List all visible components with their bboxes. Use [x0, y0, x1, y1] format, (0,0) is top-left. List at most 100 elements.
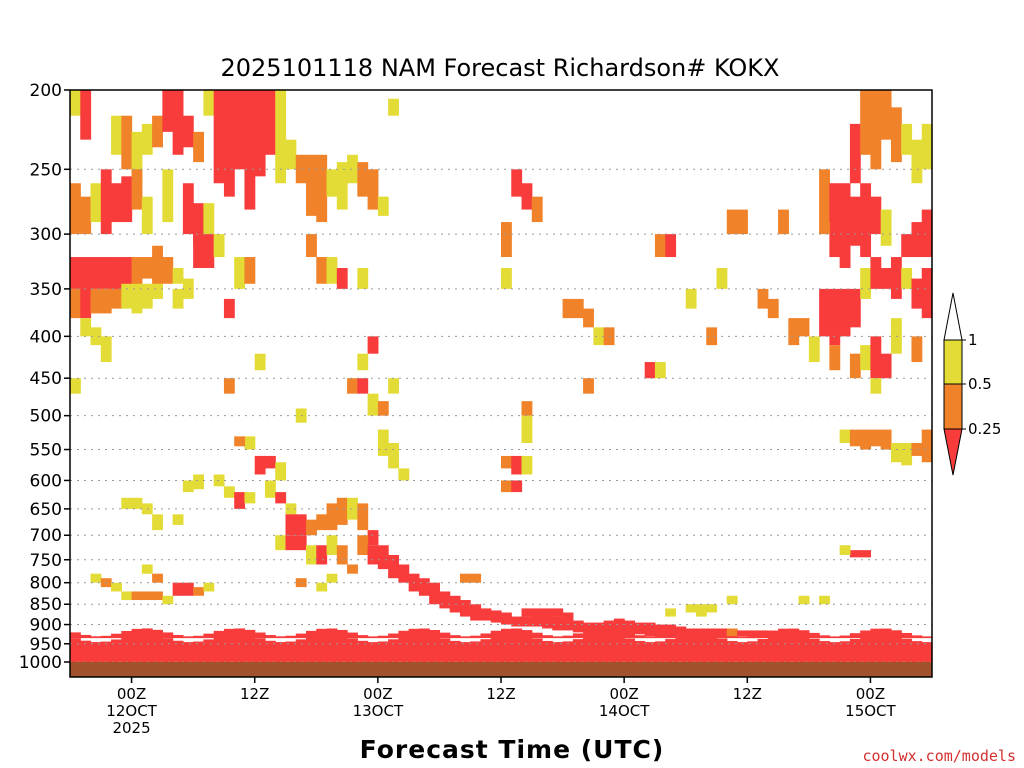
heatmap-cell [531, 632, 543, 639]
heatmap-cell [347, 564, 358, 574]
legend-label: 1 [968, 331, 978, 349]
heatmap-cell [685, 604, 697, 613]
heatmap-cell [890, 636, 902, 662]
heatmap-cell [531, 608, 543, 617]
heatmap-cell [511, 628, 523, 639]
heatmap-cell [316, 634, 328, 662]
heatmap-cell [70, 257, 81, 289]
heatmap-cell [911, 278, 923, 309]
heatmap-cell [654, 641, 666, 662]
heatmap-cell [377, 641, 389, 662]
heatmap-cell [162, 632, 174, 639]
heatmap-cell [316, 257, 328, 284]
heatmap-cell [172, 514, 184, 525]
heatmap-cell [788, 628, 800, 639]
heatmap-cell [685, 288, 697, 309]
heatmap-cell [562, 612, 574, 621]
heatmap-cell [121, 636, 133, 662]
heatmap-cell [408, 634, 420, 662]
heatmap-cell [162, 90, 174, 132]
heatmap-cell [388, 633, 399, 639]
y-tick-label: 250 [30, 160, 62, 180]
heatmap-cell [439, 638, 451, 662]
heatmap-cell [336, 629, 348, 639]
heatmap-cell [490, 610, 502, 623]
heatmap-cell [921, 429, 933, 463]
heatmap-cell [562, 635, 574, 639]
heatmap-cell [439, 591, 451, 609]
x-axis-title: Forecast Time (UTC) [360, 735, 665, 764]
heatmap-cell [880, 429, 892, 450]
heatmap-cell [141, 283, 153, 309]
heatmap-cell [90, 183, 102, 223]
heatmap-cell [583, 308, 594, 328]
legend-label: 0.5 [968, 375, 992, 393]
heatmap-cell [295, 514, 307, 536]
heatmap-cell [737, 636, 748, 639]
heatmap-cell [418, 634, 430, 662]
heatmap-cell [367, 636, 379, 639]
heatmap-cell [429, 635, 441, 662]
heatmap-cell [234, 436, 246, 447]
heatmap-cell [264, 635, 276, 639]
heatmap-cell [111, 639, 122, 662]
heatmap-cell [408, 628, 420, 639]
heatmap-cell [264, 640, 276, 662]
heatmap-cell [911, 336, 923, 363]
heatmap-cell [644, 642, 656, 662]
heatmap-cell [172, 634, 184, 639]
heatmap-cell [798, 318, 810, 337]
heatmap-cell [100, 288, 112, 314]
heatmap-cell [706, 604, 718, 613]
heatmap-cell [531, 614, 543, 627]
heatmap-cell [275, 535, 287, 551]
heatmap-cell [398, 468, 410, 481]
heatmap-cell [767, 636, 779, 662]
heatmap-cell [470, 641, 482, 662]
heatmap-cell [901, 638, 913, 662]
heatmap-cell [70, 288, 81, 319]
heatmap-cell [911, 635, 923, 639]
heatmap-cell [531, 638, 543, 662]
heatmap-cell [665, 624, 677, 639]
heatmap-cell [254, 353, 266, 371]
heatmap-cell [860, 267, 872, 299]
heatmap-cell [439, 632, 451, 639]
heatmap-cell [921, 267, 933, 319]
heatmap-cell [121, 630, 133, 639]
heatmap-cell [275, 90, 287, 184]
heatmap-cell [808, 336, 820, 363]
heatmap-cell [572, 633, 584, 639]
heatmap-cell [193, 234, 205, 268]
y-tick-label: 850 [30, 595, 62, 615]
heatmap-cell [367, 169, 379, 210]
heatmap-cell [357, 267, 369, 289]
heatmap-cell [654, 624, 666, 637]
heatmap-cell [80, 196, 92, 235]
heatmap-cell [213, 474, 225, 487]
heatmap-cell [388, 378, 399, 394]
heatmap-cell [295, 633, 307, 639]
heatmap-cell [254, 638, 266, 662]
heatmap-cell [213, 636, 225, 662]
heatmap-cell [849, 353, 861, 379]
heatmap-cell [141, 591, 153, 601]
heatmap-cell [388, 554, 399, 579]
heatmap-cell [388, 639, 399, 662]
heatmap-cell [552, 608, 564, 617]
heatmap-cell [870, 634, 882, 662]
colorbar-legend: 1 0.5 0.25 [943, 292, 1001, 476]
heatmap-cell [347, 497, 358, 520]
heatmap-cell [70, 183, 81, 235]
y-tick-label: 500 [30, 407, 62, 427]
heatmap-cell [911, 222, 923, 258]
y-tick-label: 300 [30, 225, 62, 245]
heatmap-cell [921, 636, 933, 639]
heatmap-cell [152, 573, 163, 583]
heatmap-cell [726, 595, 738, 605]
heatmap-cell [223, 90, 235, 197]
heatmap-cell [152, 115, 163, 148]
heatmap-cell [819, 635, 830, 639]
heatmap-cell [223, 378, 235, 394]
